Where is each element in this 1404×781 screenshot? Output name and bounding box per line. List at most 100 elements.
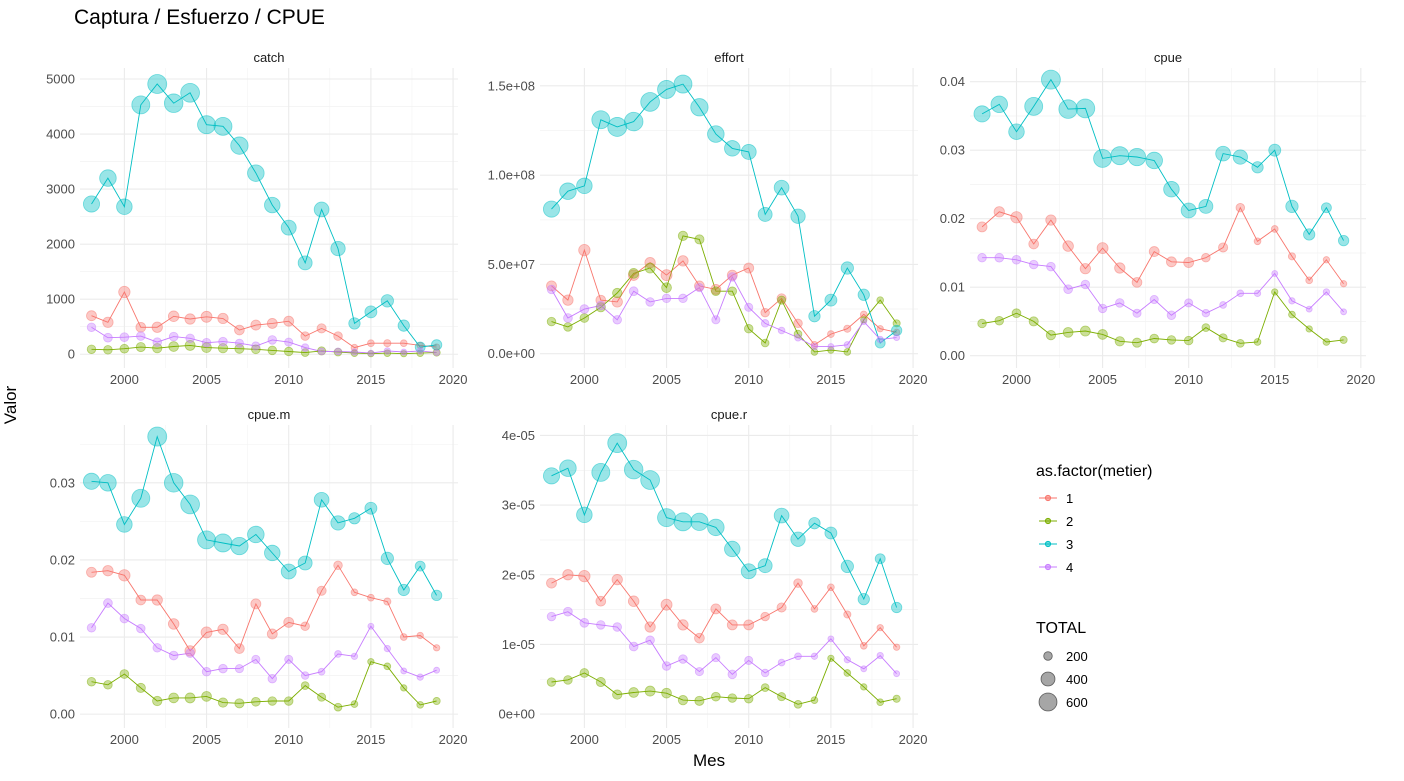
panel-cpue-m-series-4-point — [201, 667, 212, 677]
panel-cpue-r-series-1-line — [551, 574, 897, 648]
panel-catch-series-4-point — [103, 332, 113, 343]
panel-effort-series-4-point — [661, 293, 672, 304]
panel-cpue-r-series-1-point — [793, 578, 803, 588]
panel-effort-series-2-point — [760, 338, 770, 348]
panel-effort-series-1-point — [611, 296, 623, 308]
panel-cpue-series-4-point — [994, 252, 1005, 263]
panel-cpue-r-series-1-point — [843, 610, 852, 619]
panel-effort-series-4-point — [612, 315, 622, 325]
panel-effort-series-1-point — [726, 269, 738, 281]
panel-cpue-m-series-2-point — [416, 701, 425, 709]
panel-catch-series-1-line — [91, 291, 437, 349]
panel-effort-series-2-point — [644, 262, 656, 274]
panel-effort-series-1-point — [743, 262, 755, 274]
panel-effort-series-2-point — [843, 348, 852, 356]
panel-effort-series-1-point — [562, 294, 574, 306]
panel-cpue-m-series-1-point — [102, 565, 114, 577]
legend-size-key-point — [1038, 692, 1058, 712]
panel-cpue-r-series-3-point — [543, 467, 561, 485]
panel-cpue-r-y-tick-label: 2e-05 — [502, 567, 535, 582]
panel-effort-series-2-point — [810, 348, 819, 356]
panel-cpue-r-series-3-point — [740, 563, 757, 580]
panel-cpue-m-series-4-point — [152, 643, 162, 653]
panel-cpue-series-3-point — [1008, 123, 1025, 140]
panel-cpue-x-tick-label: 2005 — [1088, 372, 1117, 387]
panel-catch-series-4-line — [91, 326, 437, 354]
panel-catch-series-3-point — [414, 341, 426, 353]
panel-cpue-m-series-4-point — [119, 613, 130, 624]
panel-cpue-series-3-point — [1338, 235, 1350, 247]
panel-catch-y-tick-label: 1000 — [46, 292, 75, 307]
panel-cpue-r-series-3-point — [808, 517, 821, 530]
panel-cpue-m-series-3-point — [330, 515, 346, 531]
panel-cpue-r-series-4-point — [563, 606, 573, 617]
panel-cpue-m-series-1-point — [416, 631, 424, 640]
panel-catch-series-3-point — [264, 196, 281, 214]
panel-effort-series-2-line — [551, 235, 897, 353]
panel-cpue-r-series-1-point — [743, 619, 755, 631]
panel-cpue-m-series-2-point — [184, 692, 196, 704]
panel-cpue-r-series-4-point — [694, 667, 704, 677]
panel-cpue-m-series-2-point — [267, 696, 277, 706]
legend-size-label: 200 — [1066, 649, 1088, 664]
panel-cpue-m-series-1-point — [283, 616, 295, 628]
panel-effort-series-2-point — [563, 322, 573, 332]
panel-cpue-series-2-point — [1201, 323, 1211, 332]
panel-effort-series-3-point — [591, 110, 611, 130]
panel-cpue-series-1-point — [1340, 280, 1348, 288]
panel-effort-series-4-point — [579, 304, 590, 314]
panel-cpue-series-2-point — [1011, 308, 1022, 319]
panel-effort-y-tick-label: 1.0e+08 — [488, 168, 535, 183]
panel-cpue-series-3-point — [1163, 181, 1180, 198]
panel-cpue-r-series-4-point — [860, 665, 868, 673]
panel-cpue-series-2-point — [1114, 336, 1125, 347]
panel-cpue-series-4-point — [1340, 308, 1348, 316]
panel-effort-x-tick-label: 2020 — [899, 372, 928, 387]
panel-cpue-m-series-3-point — [348, 512, 361, 525]
panel-cpue-r-series-3-point — [707, 518, 725, 537]
panel-cpue-m-series-1-point — [167, 618, 180, 630]
panel-catch-series-1-point — [200, 310, 213, 323]
panel-effort-series-3-point — [690, 98, 709, 117]
panel-cpue-r-y-tick-label: 0e+00 — [498, 707, 535, 722]
panel-catch-series-1-point — [383, 339, 392, 348]
panel-cpue-y-tick-label: 0.04 — [940, 74, 965, 89]
panel-effort-series-1-point — [776, 293, 787, 304]
panel-cpue-series-1-point — [1028, 238, 1040, 250]
panel-cpue-series-1-point — [1270, 225, 1279, 233]
panel-effort-series-3-point — [857, 288, 870, 301]
panel-cpue-m-series-2-point — [152, 695, 163, 707]
panel-cpue-m-series-2-point — [217, 697, 229, 708]
panel-cpue-r-y-tick-label: 4e-05 — [502, 428, 535, 443]
panel-cpue-r-series-3-point — [840, 559, 854, 574]
panel-effort-series-3-point — [840, 261, 854, 275]
panel-cpue-series-3-point — [1215, 145, 1231, 162]
panel-effort-series-3-point — [724, 140, 741, 157]
panel-catch-series-2-point — [267, 345, 277, 356]
panel-cpue-r-series-2-point — [711, 691, 721, 702]
panel-catch-series-4-point — [168, 331, 179, 342]
panel-catch-series-2-point — [432, 348, 441, 357]
panel-cpue-r-series-3-point — [640, 470, 660, 490]
panel-cpue-y-tick-label: 0.01 — [940, 280, 965, 295]
panel-catch-series-4-point — [416, 347, 424, 355]
panel-effort-x-tick-label: 2000 — [570, 372, 599, 387]
panel-catch-series-4-point — [251, 341, 261, 351]
panel-cpue-series-1-point — [1218, 242, 1229, 253]
panel-catch-series-2-point — [119, 343, 130, 354]
panel-catch-series-2-point — [217, 343, 229, 354]
panel-effort-series-1-point — [677, 255, 689, 267]
panel-cpue-r-series-1-point — [562, 569, 574, 581]
panel-catch-series-4-point — [86, 322, 97, 332]
panel-catch-series-1-point — [184, 313, 196, 325]
panel-cpue-m-series-1-point — [333, 560, 343, 571]
panel-cpue-r-x-tick-label: 2020 — [899, 732, 928, 747]
panel-catch-series-4-point — [433, 349, 441, 356]
panel-cpue-m-series-3-point — [380, 551, 394, 565]
panel-cpue-r-series-2-point — [744, 694, 754, 704]
panel-cpue-series-3-point — [973, 105, 991, 123]
panel-catch-series-4-point — [119, 332, 130, 342]
panel-catch-series-3-point — [99, 169, 117, 187]
panel-cpue-r-series-2-point — [843, 669, 852, 677]
panel-cpue-r-series-3-point — [857, 593, 870, 606]
